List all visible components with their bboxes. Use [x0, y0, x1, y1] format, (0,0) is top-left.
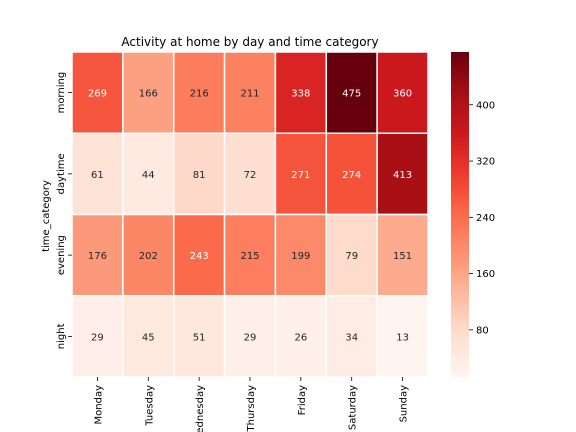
cell-value-label: 51	[193, 332, 206, 343]
cell-value-label: 271	[291, 170, 310, 181]
heatmap-cell-morning-Saturday	[325, 51, 378, 134]
y-tick-label-evening: evening	[56, 235, 67, 275]
cell-value-label: 81	[193, 170, 206, 181]
heatmap-cell-evening-Thursday	[223, 213, 277, 297]
cell-value-label: 199	[291, 251, 310, 262]
heatmap-cell-daytime-Wednesday	[172, 132, 226, 216]
heatmap-cell-evening-Wednesday	[172, 213, 226, 297]
x-tick-label-wednesday: Wednesday	[195, 385, 206, 432]
y-axis-label: time_category	[41, 180, 52, 252]
cell-value-label: 26	[294, 332, 307, 343]
heatmap-cell-night-Sunday	[376, 295, 429, 378]
heatmap-cell-evening-Tuesday	[122, 213, 175, 297]
cell-value-label: 338	[291, 89, 310, 100]
cell-value-label: 269	[88, 89, 107, 100]
heatmap-cell-evening-Saturday	[325, 213, 378, 297]
x-tick-label-thursday: Thursday	[246, 385, 257, 432]
x-tick-label-tuesday: Tuesday	[144, 385, 155, 427]
colorbar: 80 160 240 320 400	[451, 52, 495, 377]
y-tick-label-daytime: daytime	[56, 153, 67, 194]
cell-value-label: 413	[393, 170, 412, 181]
cell-value-label: 34	[345, 332, 358, 343]
x-tick-label-sunday: Sunday	[399, 385, 410, 422]
colorbar-tick-label: 400	[476, 100, 495, 111]
heatmap-cell-night-Tuesday	[122, 295, 175, 378]
cell-value-label: 211	[240, 89, 259, 100]
y-tick-label-night: night	[56, 323, 67, 349]
y-tick-labels: morning daytime evening night	[56, 72, 72, 349]
colorbar-tick-label: 240	[476, 213, 495, 224]
cell-value-label: 72	[244, 170, 257, 181]
cell-value-label: 44	[142, 170, 155, 181]
cell-value-label: 475	[342, 89, 361, 100]
cell-value-label: 13	[396, 332, 409, 343]
y-tick-label-morning: morning	[56, 72, 67, 114]
cell-value-label: 45	[142, 332, 155, 343]
heatmap-cell-night-Saturday	[325, 295, 378, 378]
x-tick-label-saturday: Saturday	[348, 385, 359, 430]
cell-value-label: 29	[244, 332, 257, 343]
cell-value-label: 151	[393, 251, 412, 262]
heatmap-cell-daytime-Friday	[274, 132, 328, 216]
colorbar-tick-label: 160	[476, 269, 495, 280]
cell-value-label: 176	[88, 251, 107, 262]
colorbar-tick-label: 80	[476, 325, 489, 336]
colorbar-tick-label: 320	[476, 157, 495, 168]
cell-value-label: 243	[190, 251, 209, 262]
heatmap-cell-night-Monday	[71, 295, 124, 378]
cell-value-label: 61	[91, 170, 104, 181]
chart-title: Activity at home by day and time categor…	[121, 35, 378, 49]
cell-value-label: 216	[190, 89, 209, 100]
heatmap-cell-evening-Friday	[274, 213, 328, 297]
colorbar-gradient	[451, 52, 469, 377]
x-tick-label-friday: Friday	[297, 385, 308, 415]
cell-value-label: 215	[240, 251, 259, 262]
heatmap-cell-evening-Sunday	[376, 213, 429, 297]
cell-value-label: 166	[139, 89, 158, 100]
cell-value-label: 202	[139, 251, 158, 262]
cell-value-label: 360	[393, 89, 412, 100]
cell-value-label: 79	[345, 251, 358, 262]
x-tick-labels: Monday Tuesday Wednesday Thursday Friday Satu…	[93, 377, 410, 432]
x-tick-label-monday: Monday	[93, 385, 104, 425]
heatmap-cell-morning-Tuesday	[122, 51, 175, 134]
cell-value-label: 274	[342, 170, 361, 181]
heatmap-cell-daytime-Sunday	[376, 132, 429, 216]
heatmap-cells: 269 166 216 211 338 475 360 61 44 81 72 271 274 413 17…	[71, 51, 429, 378]
cell-value-label: 29	[91, 332, 104, 343]
